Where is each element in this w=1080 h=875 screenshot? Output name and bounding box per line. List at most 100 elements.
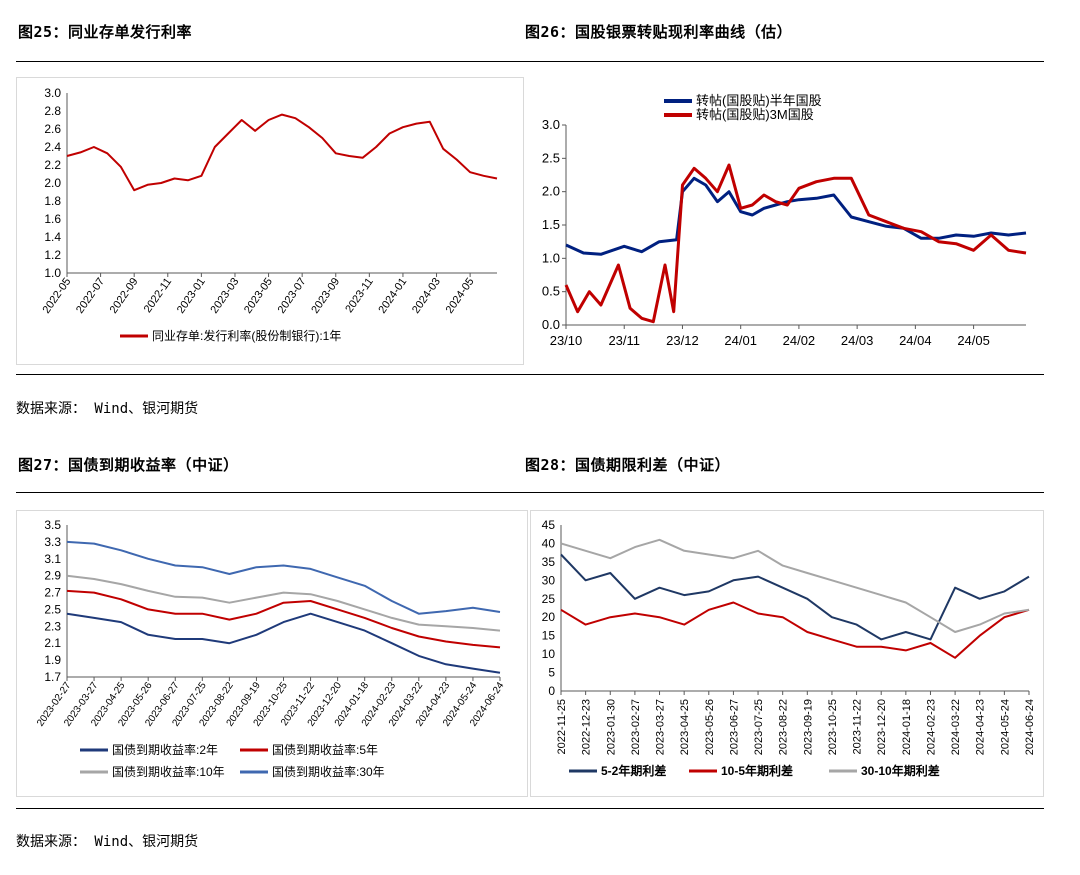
fig26-legend-label-1: 转帖(国股贴)3M国股 <box>696 107 814 122</box>
fig25-x-tick-label: 2023-11 <box>343 276 376 315</box>
fig27-y-tick-label: 3.3 <box>44 535 61 549</box>
fig25-y-tick-label: 2.2 <box>44 158 61 172</box>
fig28-y-tick-label: 5 <box>548 666 555 680</box>
fig28-series-line-2 <box>560 538 1030 633</box>
fig25-x-tick-label: 2023-05 <box>242 276 275 316</box>
fig28-legend-label-1: 10-5年期利差 <box>721 763 793 778</box>
fig26-y-tick-label: 0.0 <box>542 317 560 332</box>
fig28-x-tick-label: 2024-03-22 <box>950 699 962 755</box>
fig25-y-tick-label: 1.4 <box>44 230 61 244</box>
fig26-y-tick-label: 2.0 <box>542 184 560 199</box>
fig25-y-tick-label: 2.0 <box>44 176 61 190</box>
fig25-y-tick-label: 1.0 <box>44 266 61 280</box>
fig28-legend-label-2: 30-10年期利差 <box>861 763 940 778</box>
fig25-y-tick-label: 1.8 <box>44 194 61 208</box>
fig28-y-tick-label: 30 <box>542 573 556 587</box>
fig27-y-tick-label: 2.5 <box>44 602 61 616</box>
fig27-y-tick-label: 2.9 <box>44 569 61 583</box>
fig25-y-tick-label: 1.6 <box>44 212 61 226</box>
fig28-y-tick-label: 10 <box>542 647 556 661</box>
fig26-legend-label-0: 转帖(国股贴)半年国股 <box>696 93 822 108</box>
fig28-y-tick-label: 45 <box>542 518 556 532</box>
fig27-series-line-0 <box>66 612 501 674</box>
fig26-chart: 3.0 2.5 2.0 1.5 1.0 0.5 0.023/10 23/11 23/12 24/0… <box>542 93 1027 348</box>
fig28-y-tick-label: 25 <box>542 592 556 606</box>
fig28-x-tick-label: 2023-08-22 <box>778 699 790 755</box>
fig25-chart: 3.0 2.8 2.6 2.4 2.2 2.0 1.8 1.6 1.4 1.2 1.02022-05… <box>40 86 498 343</box>
fig26-x-tick-label: 23/10 <box>550 333 583 348</box>
fig26-series-line-1 <box>564 163 1027 324</box>
fig26-title: 图26：国股银票转贴现利率曲线（估） <box>525 23 793 41</box>
fig25-x-tick-label: 2023-01 <box>175 276 208 316</box>
fig27-series-line-3 <box>66 540 501 615</box>
fig27-y-tick-label: 3.5 <box>44 518 61 532</box>
fig25-x-tick-label: 2022-11 <box>142 276 175 315</box>
fig28-x-tick-label: 2023-05-26 <box>704 699 716 755</box>
fig28-x-tick-label: 2024-05-24 <box>999 699 1011 755</box>
fig26-y-tick-label: 3.0 <box>542 117 560 132</box>
fig25-title: 图25：同业存单发行利率 <box>18 23 193 41</box>
fig28-x-tick-label: 2022-12-23 <box>581 699 593 755</box>
fig26-panel: 3.0 2.5 2.0 1.5 1.0 0.5 0.0 23/10 23/11 23/12 24/0… <box>525 77 1047 365</box>
fig26-x-tick-label: 24/01 <box>724 333 757 348</box>
fig28-x-tick-label: 2023-07-25 <box>753 699 765 755</box>
fig28-x-tick-label: 2023-06-27 <box>728 699 740 755</box>
fig27-legend-label-2: 国债到期收益率:10年 <box>112 764 225 779</box>
fig27-legend-label-3: 国债到期收益率:30年 <box>272 764 385 779</box>
fig25-x-tick-label: 2023-09 <box>309 276 342 316</box>
fig28-y-tick-label: 15 <box>542 629 556 643</box>
mid-rule-2 <box>16 492 1044 493</box>
fig25-x-tick-label: 2022-09 <box>108 276 141 316</box>
source-note-2: 数据来源： Wind、银河期货 <box>16 834 199 850</box>
fig28-x-tick-label: 2023-12-20 <box>876 699 888 755</box>
fig28-y-tick-label: 20 <box>542 610 556 624</box>
source-note-1: 数据来源： Wind、银河期货 <box>16 401 199 417</box>
fig26-x-tick-label: 24/04 <box>899 333 932 348</box>
fig27-y-tick-label: 1.9 <box>44 653 61 667</box>
fig25-x-tick-label: 2024-01 <box>376 276 409 316</box>
fig26-y-tick-label: 2.5 <box>542 150 560 165</box>
fig27-y-tick-label: 1.7 <box>44 670 61 684</box>
fig28-x-tick-label: 2024-01-18 <box>901 699 913 755</box>
fig25-y-tick-label: 2.6 <box>44 122 61 136</box>
fig28-x-tick-label: 2022-11-25 <box>556 699 568 754</box>
fig27-y-tick-label: 2.3 <box>44 619 61 633</box>
fig28-series-line-0 <box>560 553 1030 641</box>
fig28-x-tick-label: 2023-01-30 <box>605 699 617 755</box>
fig25-legend-label-0: 同业存单:发行利率(股份制银行):1年 <box>152 328 341 343</box>
fig27-legend-label-0: 国债到期收益率:2年 <box>112 742 218 757</box>
fig26-y-tick-label: 1.5 <box>542 217 560 232</box>
fig25-y-tick-label: 3.0 <box>44 86 61 100</box>
fig25-panel: 3.0 2.8 2.6 2.4 2.2 2.0 1.8 1.6 1.4 1.2 1.0 2022-05… <box>16 77 524 365</box>
fig28-x-tick-label: 2023-09-19 <box>802 699 814 755</box>
fig25-x-tick-label: 2024-03 <box>410 276 443 316</box>
fig28-x-tick-label: 2023-03-27 <box>655 699 667 755</box>
fig26-x-tick-label: 23/12 <box>666 333 699 348</box>
fig26-series-line-0 <box>565 176 1027 256</box>
fig27-series-line-2 <box>66 574 501 632</box>
fig27-series-line-1 <box>66 589 501 649</box>
fig26-x-tick-label: 24/05 <box>957 333 990 348</box>
fig25-series-line-0 <box>66 113 498 192</box>
fig27-chart: 3.53.33.12.92.72.52.32.11.91.72023-02-27… <box>35 518 507 779</box>
fig28-title: 图28：国债期限利差（中证） <box>525 456 731 474</box>
mid-rule-1 <box>16 374 1044 375</box>
fig27-y-tick-label: 2.7 <box>44 586 61 600</box>
fig26-y-tick-label: 1.0 <box>542 250 560 265</box>
fig28-panel: 45 40 35 30 25 20 15 10 5 0 2022-11-25 2022-12-23 20… <box>530 510 1044 797</box>
fig28-legend-label-0: 5-2年期利差 <box>601 763 666 778</box>
fig28-x-tick-label: 2024-02-23 <box>925 699 937 755</box>
fig26-x-tick-label: 23/11 <box>608 333 640 348</box>
fig28-x-tick-label: 2024-06-24 <box>1024 699 1036 755</box>
fig25-x-tick-label: 2023-03 <box>208 276 241 316</box>
fig25-y-tick-label: 1.2 <box>44 248 61 262</box>
bottom-rule <box>16 808 1044 809</box>
top-rule <box>16 61 1044 62</box>
fig27-title: 图27：国债到期收益率（中证） <box>18 456 239 474</box>
fig28-x-tick-label: 2023-04-25 <box>679 699 691 755</box>
fig28-x-tick-label: 2023-02-27 <box>630 699 642 755</box>
fig28-x-tick-label: 2023-10-25 <box>827 699 839 755</box>
fig28-x-tick-label: 2023-11-22 <box>852 699 864 754</box>
fig28-y-tick-label: 35 <box>542 555 556 569</box>
